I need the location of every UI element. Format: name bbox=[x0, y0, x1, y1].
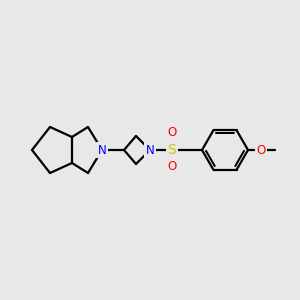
Text: O: O bbox=[167, 127, 177, 140]
Text: O: O bbox=[256, 143, 266, 157]
Text: N: N bbox=[98, 143, 106, 157]
Text: N: N bbox=[146, 143, 154, 157]
Text: O: O bbox=[167, 160, 177, 173]
Text: S: S bbox=[168, 143, 176, 157]
